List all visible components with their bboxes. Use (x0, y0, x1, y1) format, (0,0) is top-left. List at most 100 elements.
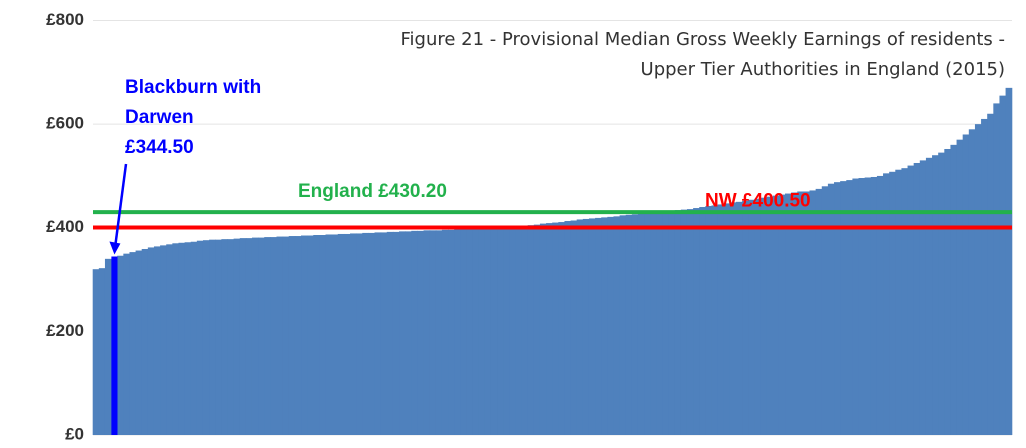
bar (448, 229, 455, 435)
bar (466, 228, 474, 435)
bar (460, 229, 468, 435)
bar (913, 162, 921, 435)
bar (974, 124, 982, 435)
annotation: £344.50 (125, 137, 194, 158)
bar (668, 211, 676, 435)
bar (803, 191, 811, 435)
annotation: Darwen (125, 107, 194, 128)
bar (98, 268, 106, 435)
bar (301, 235, 308, 435)
reference-label: England £430.20 (298, 181, 447, 202)
bar (981, 118, 988, 435)
bar (680, 209, 688, 435)
bar (729, 202, 737, 435)
bar (264, 237, 271, 435)
bar (497, 227, 504, 435)
bar (527, 225, 535, 435)
bar (454, 229, 461, 435)
bar (607, 216, 615, 435)
bar (546, 223, 553, 435)
bar (938, 152, 945, 435)
bar (827, 183, 835, 435)
bar (417, 230, 425, 435)
annotation: Blackburn with (125, 77, 261, 98)
bar (883, 173, 890, 436)
bar (1005, 87, 1013, 435)
bar (392, 231, 400, 435)
bar (656, 212, 664, 435)
bar (748, 199, 755, 435)
bar (650, 212, 657, 435)
bar (503, 227, 510, 435)
bar (785, 193, 792, 435)
bar (435, 230, 443, 435)
bar (760, 197, 768, 435)
y-tick-label: £0 (65, 424, 84, 443)
bar (588, 218, 596, 435)
annotation-arrow (114, 163, 128, 245)
bar (962, 134, 970, 436)
bar (337, 233, 345, 435)
bar (809, 190, 817, 435)
bar (613, 216, 621, 435)
bar (999, 95, 1007, 436)
bar (515, 226, 523, 435)
bar (834, 182, 841, 435)
bar (533, 224, 541, 435)
bar (472, 228, 480, 435)
bar (711, 205, 719, 435)
bar (944, 148, 952, 435)
bar (399, 231, 406, 435)
bar (245, 238, 253, 435)
bar (821, 186, 829, 435)
bar (104, 258, 112, 435)
bar (644, 213, 651, 435)
bar (184, 242, 192, 435)
bar (172, 243, 180, 435)
bar (564, 221, 572, 435)
bar (368, 232, 376, 435)
bar (202, 240, 210, 435)
bar (478, 228, 486, 435)
bar (380, 232, 388, 435)
bar (178, 242, 186, 435)
y-tick-label: £600 (46, 114, 84, 133)
bar (858, 178, 866, 435)
bar (294, 236, 302, 435)
bar (846, 180, 854, 435)
bar (686, 209, 694, 435)
bar (919, 160, 927, 436)
bar (754, 198, 762, 435)
bar (889, 171, 896, 436)
bar (166, 244, 173, 435)
bar (778, 194, 786, 435)
bar (619, 215, 627, 435)
bar (129, 252, 137, 435)
annotation-arrowhead (109, 241, 121, 255)
bar (637, 213, 645, 435)
bar (239, 238, 247, 435)
bar (521, 225, 529, 435)
bar (601, 217, 608, 435)
chart-title: Upper Tier Authorities in England (2015) (641, 59, 1005, 80)
bar (797, 191, 804, 435)
bar (552, 222, 559, 435)
bar (411, 230, 419, 435)
bar (270, 237, 278, 435)
reference-label: NW £400.50 (705, 191, 811, 212)
bar (429, 230, 437, 435)
bar (313, 235, 320, 435)
bar (190, 241, 198, 435)
bar (405, 231, 412, 435)
bar (956, 139, 964, 435)
bar (386, 231, 394, 435)
bar (840, 181, 847, 435)
bar (307, 235, 314, 435)
bar (870, 176, 878, 435)
bar (766, 196, 774, 435)
bar (852, 178, 860, 435)
bar (595, 217, 602, 435)
bar (325, 234, 333, 435)
bar (570, 220, 578, 435)
